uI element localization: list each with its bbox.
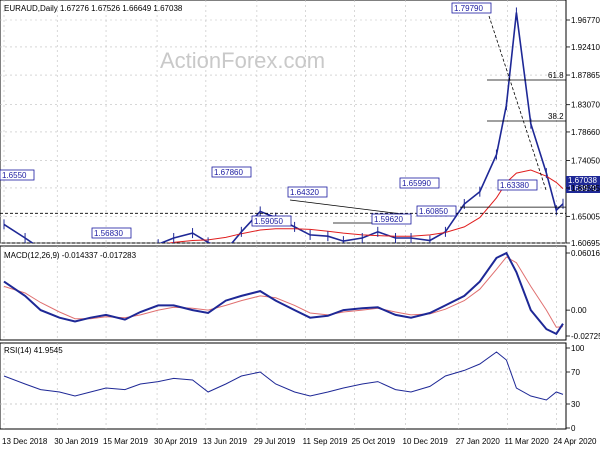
price-tick-label: 1.60695 <box>571 239 600 248</box>
watermark: ActionForex.com <box>160 48 325 73</box>
level-label: 1.59050 <box>254 217 283 226</box>
rsi-line <box>3 351 564 401</box>
level-label-box <box>399 177 440 189</box>
rsi-tick-label: 100 <box>571 344 585 353</box>
macd-tick-label: 0.060165 <box>571 249 600 258</box>
price-tick-label: 1.74050 <box>571 156 600 165</box>
level-label: 1.59620 <box>374 215 403 224</box>
level-label-box <box>371 213 412 225</box>
channel-line-top <box>289 199 411 216</box>
trend-line <box>488 15 547 191</box>
x-tick-label: 15 Mar 2019 <box>103 437 148 446</box>
macd-series <box>3 251 564 336</box>
level-label: 1.65990 <box>402 179 431 188</box>
rsi-panel <box>0 342 567 430</box>
price-tick-label: 1.78660 <box>571 128 600 137</box>
level-label-box <box>211 166 252 178</box>
x-tick-label: 27 Jan 2020 <box>456 437 501 446</box>
level-label: 1.63380 <box>500 181 529 190</box>
level-label: 1.56830 <box>94 229 123 238</box>
x-tick-label: 11 Sep 2019 <box>303 437 348 446</box>
x-tick-label: 13 Jun 2019 <box>203 437 248 446</box>
moving-average-line <box>166 169 564 243</box>
x-tick-label: 11 Mar 2020 <box>505 437 550 446</box>
x-tick-label: 13 Dec 2018 <box>2 437 48 446</box>
price-labels: 1.6550 1.67860 1.64320 1.59050 1.59620 1.6085… <box>0 2 600 239</box>
current-price-tag <box>566 184 600 193</box>
x-tick-label: 24 Apr 2020 <box>553 437 597 446</box>
price-panel <box>0 0 567 244</box>
level-label-box <box>251 215 292 227</box>
level-label: 1.6550 <box>2 171 27 180</box>
price-header: EURAUD,Daily 1.67276 1.67526 1.66649 1.6… <box>4 4 183 13</box>
level-label-box <box>0 169 35 181</box>
level-label: 1.67860 <box>214 168 243 177</box>
level-label-box <box>497 179 538 191</box>
level-label-box <box>416 205 457 217</box>
level-label: 1.60850 <box>419 207 448 216</box>
price-tick-label: 1.87865 <box>571 71 600 80</box>
level-label: 1.79790 <box>454 4 483 13</box>
price-tick-label: 1.92410 <box>571 43 600 52</box>
fib-label: 38.2 <box>548 112 564 121</box>
price-tick-label: 1.65005 <box>571 212 600 221</box>
macd-line <box>3 251 564 336</box>
macd-panel <box>0 245 567 341</box>
x-tick-label: 30 Apr 2019 <box>154 437 198 446</box>
macd-tick-label: 0.00 <box>571 306 587 315</box>
current-price-label: 1.67038 <box>568 176 597 185</box>
x-tick-label: 30 Jan 2019 <box>54 437 99 446</box>
level-label: 1.64320 <box>290 188 319 197</box>
current-price-tag <box>566 176 600 185</box>
macd-header: MACD(12,26,9) -0.014337 -0.017283 <box>4 251 137 260</box>
rsi-tick-label: 70 <box>571 368 580 377</box>
x-tick-label: 25 Oct 2019 <box>351 437 395 446</box>
price-line <box>3 12 564 243</box>
rsi-header: RSI(14) 41.9545 <box>4 346 63 355</box>
macd-tick-label: -0.02725 <box>571 332 600 341</box>
fib-label: 61.8 <box>548 71 564 80</box>
level-label-box <box>451 2 492 14</box>
current-price-label: 1.63970 <box>568 184 597 193</box>
x-tick-label: 10 Dec 2019 <box>403 437 449 446</box>
level-label-box <box>287 186 328 198</box>
price-tick-label: 1.96770 <box>571 16 600 25</box>
x-tick-label: 29 Jul 2019 <box>254 437 296 446</box>
price-tick-label: 1.69595 <box>571 184 600 193</box>
axes: 13 Dec 2018 30 Jan 2019 15 Mar 2019 30 Apr … <box>2 16 600 446</box>
macd-signal-line <box>3 256 564 328</box>
grid-lines <box>0 0 566 429</box>
rsi-tick-label: 0 <box>571 424 576 433</box>
price-tick-label: 1.83070 <box>571 101 600 110</box>
rsi-series <box>0 351 566 405</box>
level-label-box <box>91 227 132 239</box>
rsi-tick-label: 30 <box>571 400 580 409</box>
